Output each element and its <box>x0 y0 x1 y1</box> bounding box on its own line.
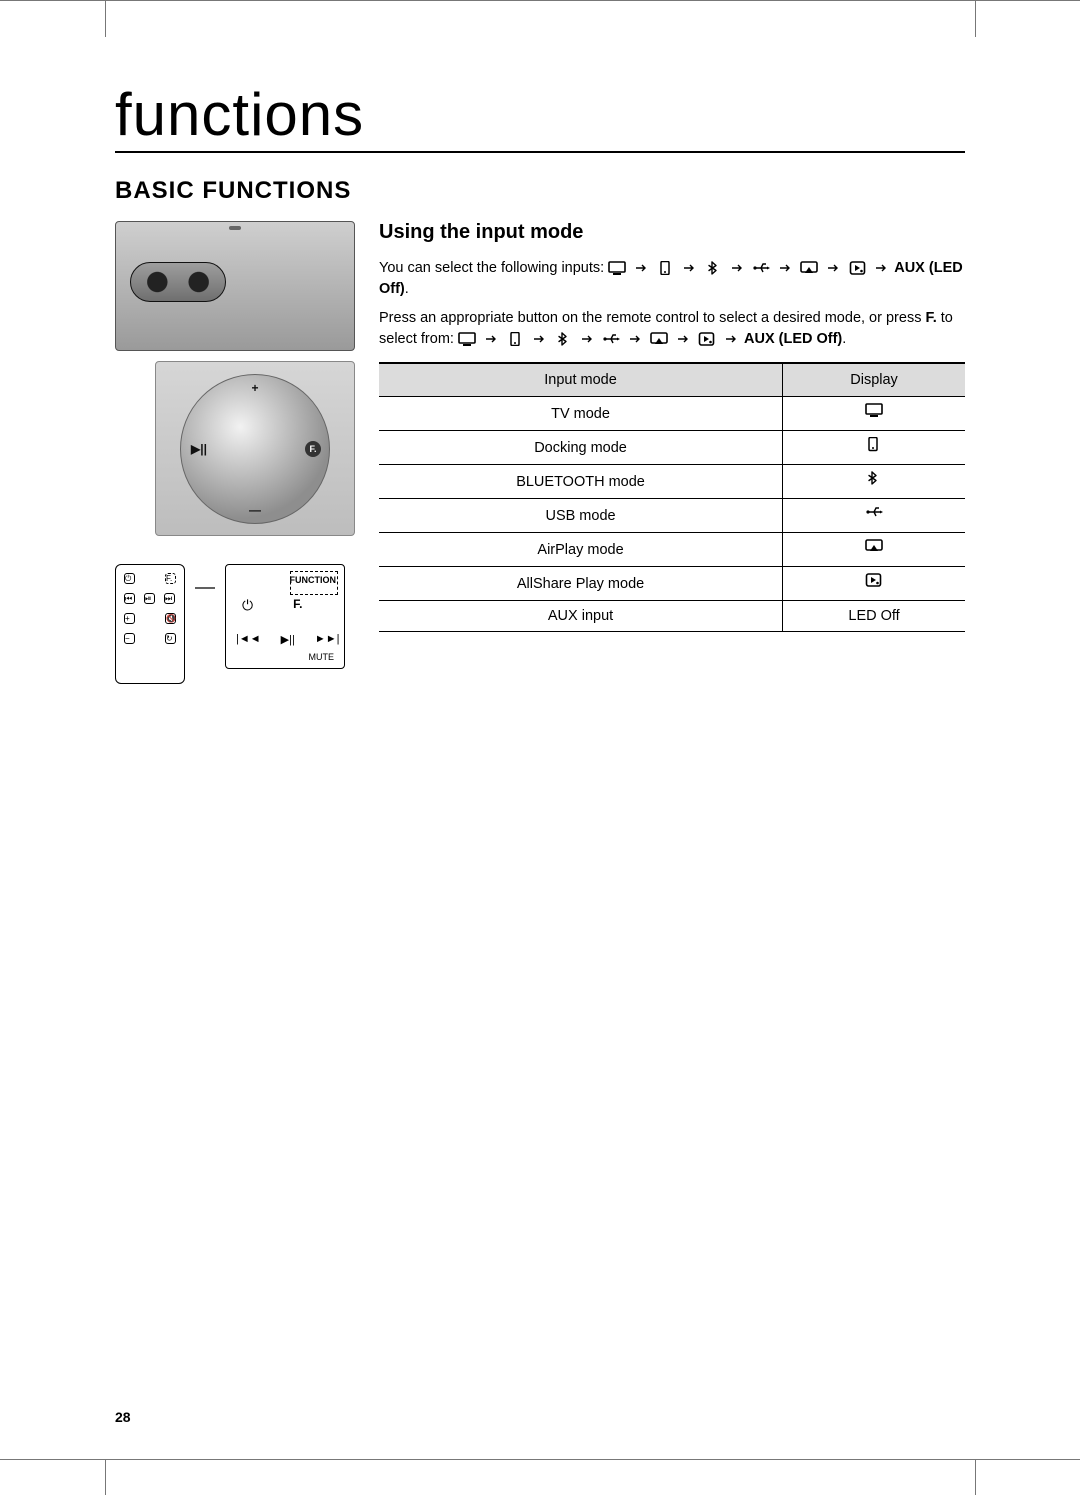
dock-icon <box>506 332 524 346</box>
table-row: AUX inputLED Off <box>379 601 965 632</box>
function-label: FUNCTION <box>290 575 337 585</box>
period: . <box>405 281 409 297</box>
f-label: F. <box>925 310 936 326</box>
arrow-icon <box>872 261 890 275</box>
intro-text: You can select the following inputs: <box>379 260 604 276</box>
tv-icon <box>608 261 626 275</box>
period: . <box>842 331 846 347</box>
arrow-icon <box>824 261 842 275</box>
mode-cell: AirPlay mode <box>379 533 783 567</box>
mute-label: MUTE <box>309 652 335 662</box>
usb-icon <box>752 261 770 275</box>
arrow-icon <box>530 332 548 346</box>
mode-cell: AllShare Play mode <box>379 567 783 601</box>
airplay-icon <box>800 261 818 275</box>
display-cell <box>783 465 965 499</box>
mode-cell: AUX input <box>379 601 783 632</box>
table-header-mode: Input mode <box>379 363 783 397</box>
dial-illustration: + — ▶|| F. <box>155 361 355 536</box>
table-row: AllShare Play mode <box>379 567 965 601</box>
next-icon: ⏭ <box>164 593 175 604</box>
input-sequence <box>608 261 890 275</box>
device-illustration <box>115 221 355 351</box>
arrow-icon <box>626 332 644 346</box>
airplay-icon <box>650 332 668 346</box>
section-title: BASIC FUNCTIONS <box>115 177 965 205</box>
power-icon: ⏻ <box>124 573 135 584</box>
input-sequence <box>458 332 740 346</box>
table-header-display: Display <box>783 363 965 397</box>
power-icon: ⏻ <box>242 597 253 614</box>
prev-icon: ⏮ <box>124 593 135 604</box>
mute-icon: 🔇 <box>165 613 176 624</box>
callout-line <box>195 578 215 603</box>
vol-up-icon: + <box>124 613 135 624</box>
allshare-icon <box>848 261 866 275</box>
bluetooth-icon <box>704 261 722 275</box>
table-row: TV mode <box>379 397 965 431</box>
display-cell <box>783 431 965 465</box>
airplay-icon <box>865 540 883 554</box>
arrow-icon <box>674 332 692 346</box>
usb-icon <box>602 332 620 346</box>
display-cell <box>783 533 965 567</box>
repeat-icon: ↻ <box>165 633 176 644</box>
arrow-icon <box>578 332 596 346</box>
arrow-icon <box>776 261 794 275</box>
play-pause-icon: ▶|| <box>281 633 295 646</box>
body-text: You can select the following inputs: <box>379 258 965 350</box>
dial-play-pause-icon: ▶|| <box>191 442 207 456</box>
arrow-icon <box>722 332 740 346</box>
allshare-icon <box>865 574 883 588</box>
arrow-icon <box>680 261 698 275</box>
display-cell <box>783 567 965 601</box>
tv-icon <box>458 332 476 346</box>
remote-large-illustration: FUNCTION ⏻ F. |◄◄ ▶|| ►►| MUTE <box>225 564 345 669</box>
arrow-icon <box>482 332 500 346</box>
subsection-title: Using the input mode <box>379 221 965 244</box>
mode-cell: TV mode <box>379 397 783 431</box>
arrow-icon <box>632 261 650 275</box>
page-number: 28 <box>115 1409 131 1425</box>
illustration-column: + — ▶|| F. ⏻ F. ⏮ ⏯ ⏭ + 🔇 − ↻ <box>115 221 355 684</box>
display-cell <box>783 397 965 431</box>
aux-label: AUX (LED Off) <box>744 331 842 347</box>
dial-function-button: F. <box>305 441 321 457</box>
usb-icon <box>865 506 883 520</box>
press-text-1: Press an appropriate button on the remot… <box>379 310 925 326</box>
display-cell: LED Off <box>783 601 965 632</box>
dial-plus-icon: + <box>251 381 258 395</box>
vol-down-icon: − <box>124 633 135 644</box>
input-mode-table: Input mode Display TV modeDocking modeBL… <box>379 362 965 632</box>
play-pause-icon: ⏯ <box>144 593 155 604</box>
tv-icon <box>865 404 883 418</box>
mode-cell: Docking mode <box>379 431 783 465</box>
next-icon: ►►| <box>315 633 340 646</box>
mode-cell: USB mode <box>379 499 783 533</box>
function-button-icon: F. <box>165 573 176 584</box>
arrow-icon <box>728 261 746 275</box>
allshare-icon <box>698 332 716 346</box>
bluetooth-icon <box>554 332 572 346</box>
remote-small-illustration: ⏻ F. ⏮ ⏯ ⏭ + 🔇 − ↻ <box>115 564 185 684</box>
display-cell <box>783 499 965 533</box>
chapter-title: functions <box>115 80 965 153</box>
dock-icon <box>656 261 674 275</box>
table-row: BLUETOOTH mode <box>379 465 965 499</box>
table-row: USB mode <box>379 499 965 533</box>
table-row: Docking mode <box>379 431 965 465</box>
bluetooth-icon <box>865 472 883 486</box>
dock-icon <box>865 438 883 452</box>
function-button-icon: F. <box>293 597 302 614</box>
table-row: AirPlay mode <box>379 533 965 567</box>
dial-minus-icon: — <box>249 503 261 517</box>
prev-icon: |◄◄ <box>236 633 261 646</box>
mode-cell: BLUETOOTH mode <box>379 465 783 499</box>
